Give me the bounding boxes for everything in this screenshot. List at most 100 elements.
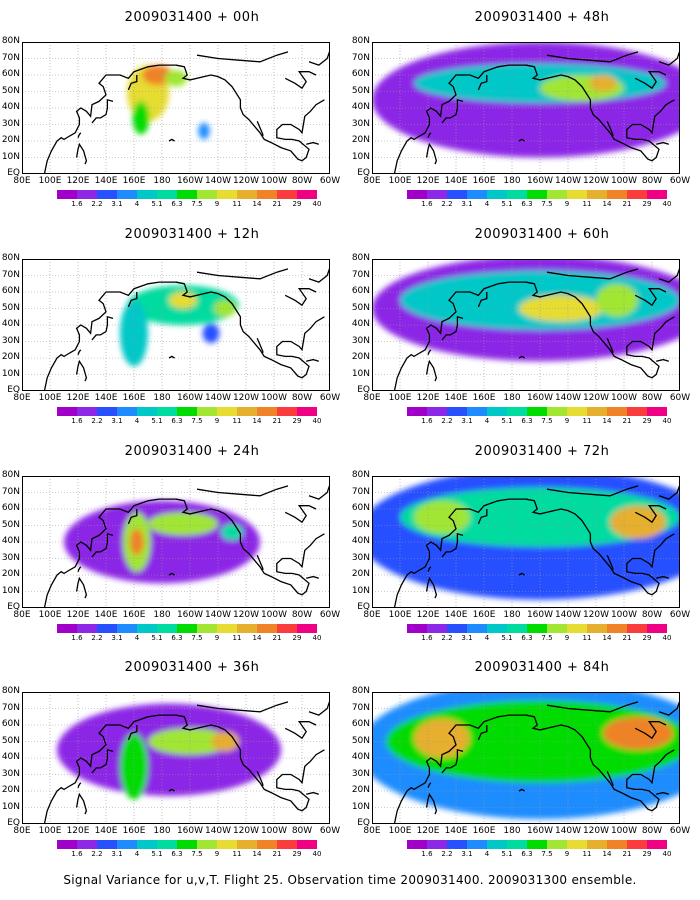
color-bar-label: 29 [642,417,652,425]
y-tick-label: 20N [1,135,20,145]
color-bar-swatch [297,840,317,849]
color-bar-label: 9 [214,634,220,642]
color-bar-swatch [157,840,177,849]
x-tick-label: 140E [444,176,468,186]
y-tick-label: 10N [351,585,370,596]
x-tick-label: 160W [176,176,204,186]
coastline [256,770,264,786]
y-tick-label: 70N [1,486,20,497]
color-bar-label: 3.1 [461,200,473,208]
color-bar-label: 4 [134,850,140,858]
coastline [127,292,138,308]
x-tick-label: 100E [38,826,62,836]
x-tick-label: 120W [582,610,610,620]
color-bar-swatch [57,840,77,849]
y-tick-label: 40N [351,319,370,329]
x-tick-label: 100E [388,826,412,836]
color-bar-swatch [197,190,217,199]
color-bar-swatch [57,190,77,199]
color-bar-label: 5.1 [501,417,513,425]
x-tick-label: 120W [232,393,260,403]
coastline [196,485,289,497]
x-tick-label: 140W [204,610,232,620]
y-tick-label: 10N [351,151,370,162]
color-bar-swatch [197,407,217,416]
x-tick-label: 100W [260,826,288,836]
coastline [658,484,680,500]
color-bar-swatch [157,407,177,416]
color-bar [57,190,317,199]
map-panel [22,692,330,824]
color-bar-label: 14 [252,850,262,858]
x-tick-label: 80W [291,176,313,186]
x-tick-label: 160E [472,610,496,620]
color-bar-label: 40 [312,200,322,208]
variance-blob [603,716,673,750]
coastline [308,267,330,283]
y-tick-label: 80N [351,470,370,480]
x-tick-label: 100W [260,610,288,620]
color-bar-swatch [57,624,77,633]
color-bar-swatch [157,624,177,633]
x-tick-label: 60W [669,826,691,836]
x-tick-label: 120W [232,610,260,620]
color-bar-label: 7.5 [191,634,203,642]
x-tick-label: 80W [291,610,313,620]
panel-title: 2009031400 + 24h [124,444,260,459]
y-tick-label: 30N [1,335,20,346]
y-tick-label: 70N [351,52,370,63]
color-bar [407,840,667,849]
color-bar-label: 14 [602,417,612,425]
y-tick-label: 40N [351,102,370,112]
x-tick-label: 60W [319,176,341,186]
x-tick-label: 180 [503,393,521,403]
variance-blob [164,70,188,87]
x-tick-label: 160E [122,176,146,186]
color-bar-swatch [237,190,257,199]
color-bar-label: 6.3 [171,417,183,425]
y-tick-label: 80N [1,686,20,696]
y-tick-label: 70N [1,269,20,280]
y-tick-label: 10N [351,368,370,379]
y-tick-label: 30N [351,335,370,346]
x-tick-label: 100E [388,610,412,620]
coastline [175,281,325,379]
color-bar-swatch [607,190,627,199]
color-bar-swatch [407,624,427,633]
coastline [546,268,639,280]
color-bar-label: 9 [564,417,570,425]
x-tick-label: 120W [232,826,260,836]
coastline [658,267,680,283]
x-tick-label: 120E [66,393,90,403]
coastline [256,120,264,136]
coastline [427,566,432,572]
coastline [634,721,667,740]
map-panel [372,692,680,824]
color-bar-label: 3.1 [111,850,123,858]
variance-blob [202,323,220,344]
y-tick-label: EQ [357,818,370,828]
coastline [168,355,175,359]
coastline [306,141,319,145]
color-bar-swatch [77,190,97,199]
color-bar-label: 11 [232,850,242,858]
color-bar-label: 5.1 [151,200,163,208]
coastline [546,485,639,497]
color-bar-label: 9 [214,850,220,858]
color-bar-label: 29 [642,634,652,642]
x-tick-label: 160E [122,826,146,836]
x-tick-label: 160E [122,610,146,620]
x-tick-label: 140W [554,610,582,620]
x-tick-label: 180 [503,176,521,186]
color-bar-swatch [467,624,487,633]
x-tick-label: 160E [122,393,146,403]
color-bar-swatch [527,624,547,633]
y-tick-label: 80N [351,253,370,263]
color-bar [407,407,667,416]
x-tick-label: 120W [582,176,610,186]
x-tick-label: 80W [291,826,313,836]
coastline [196,51,289,63]
coastline [393,64,535,174]
y-tick-label: 60N [351,286,370,296]
x-tick-label: 140E [94,826,118,836]
